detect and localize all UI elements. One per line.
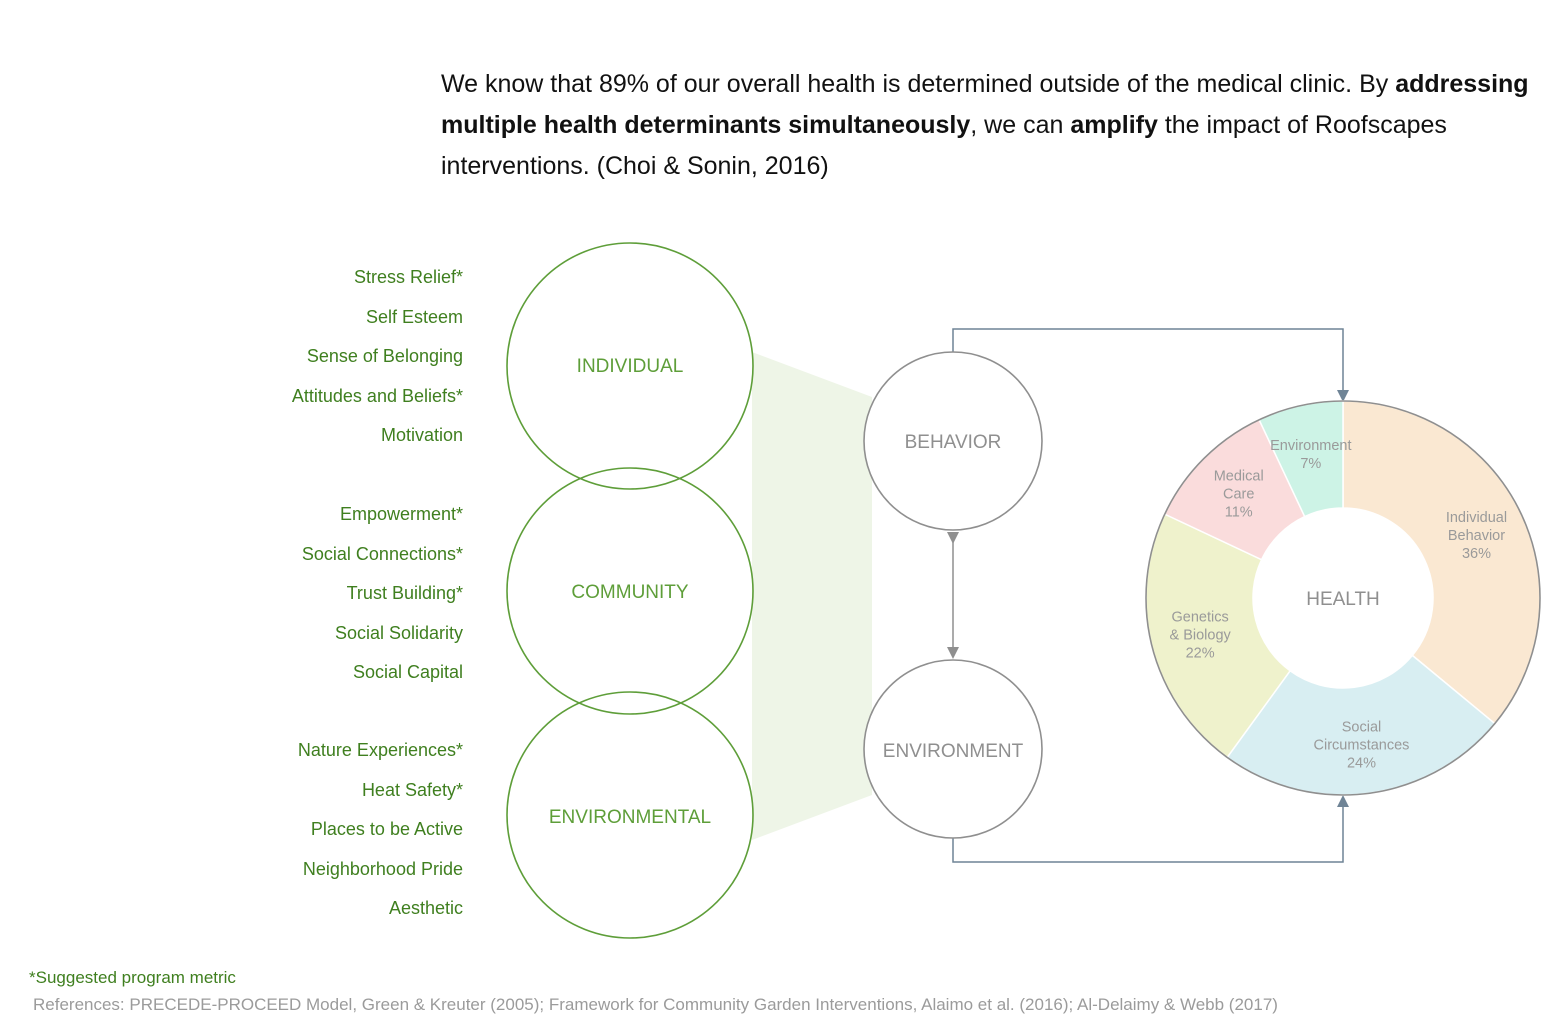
outcome-item: Neighborhood Pride xyxy=(302,858,463,879)
donut-slice-label: Environment xyxy=(1270,438,1351,454)
community-outcomes-list: Empowerment* Social Connections* Trust B… xyxy=(150,495,463,693)
donut-slice-label: Circumstances xyxy=(1314,737,1410,753)
behavior-circle xyxy=(863,351,1043,531)
individual-circle-label: INDIVIDUAL xyxy=(577,356,684,377)
outcome-item: Places to be Active xyxy=(310,819,463,839)
outcome-item: Trust Building* xyxy=(346,583,463,603)
outcome-item: Stress Relief* xyxy=(353,267,463,287)
environmental-circle xyxy=(506,691,754,939)
outcome-item: Heat Safety* xyxy=(361,779,463,800)
donut-slice-percent: 7% xyxy=(1300,456,1321,472)
outcome-item: Motivation xyxy=(380,425,463,445)
environment-circle xyxy=(863,659,1043,839)
donut-slice xyxy=(1342,400,1541,725)
outcome-item: Nature Experiences* xyxy=(297,740,463,760)
outcome-item: Aesthetic xyxy=(388,898,463,918)
donut-slice-label: Social xyxy=(1342,719,1382,735)
references: References: PRECEDE-PROCEED Model, Green… xyxy=(33,995,1278,1014)
intro-paragraph: We know that 89% of our overall health i… xyxy=(441,64,1546,187)
community-circle-label: COMMUNITY xyxy=(571,582,688,603)
behavior-to-health-connector xyxy=(952,328,1349,402)
outcome-item: Social Solidarity xyxy=(334,622,463,643)
donut-slice-percent: 24% xyxy=(1347,755,1376,771)
outcome-item: Empowerment* xyxy=(339,504,463,524)
donut-slice-label: Individual xyxy=(1446,510,1507,526)
environment-circle-label: ENVIRONMENT xyxy=(883,741,1024,762)
donut-slice-label: Behavior xyxy=(1448,528,1505,544)
outcome-item: Social Capital xyxy=(352,662,463,682)
donut-slice-percent: 11% xyxy=(1225,505,1253,521)
donut-slice-label: Genetics xyxy=(1172,610,1229,626)
outcome-item: Social Connections* xyxy=(301,543,463,564)
footnote: *Suggested program metric xyxy=(29,968,236,987)
intro-text-2: , we can xyxy=(970,111,1071,139)
community-circle xyxy=(506,467,754,715)
outcome-item: Attitudes and Beliefs* xyxy=(291,385,463,406)
environmental-outcomes-list: Nature Experiences* Heat Safety* Places … xyxy=(150,731,463,929)
donut-slice-label: Medical xyxy=(1214,469,1264,485)
donut-slice-label: & Biology xyxy=(1170,628,1232,644)
intro-bold-2: amplify xyxy=(1070,111,1158,139)
donut-center-label: HEALTH xyxy=(1306,589,1380,610)
outcome-item: Self Esteem xyxy=(365,306,463,327)
donut-outline xyxy=(1145,400,1541,796)
environment-to-health-connector xyxy=(952,795,1349,863)
environmental-circle-label: ENVIRONMENTAL xyxy=(549,807,711,828)
donut-slice-label: Care xyxy=(1223,487,1254,503)
intro-text-1: We know that 89% of our overall health i… xyxy=(441,70,1396,98)
intro-bold-1: addressing multiple health determinants … xyxy=(441,70,1529,139)
individual-circle xyxy=(506,242,754,490)
outcome-item: Sense of Belonging xyxy=(306,346,463,366)
intro-text-3: the impact of Roofscapes interventions. … xyxy=(441,111,1447,180)
behavior-circle-label: BEHAVIOR xyxy=(905,432,1002,453)
health-donut-chart: Individual Behavior 36% Social Circumstances… xyxy=(1145,400,1541,796)
donut-slice-percent: 36% xyxy=(1462,546,1491,562)
individual-outcomes-list: Stress Relief* Self Esteem Sense of Belo… xyxy=(150,258,463,456)
influence-funnel xyxy=(752,352,872,840)
donut-slice-percent: 22% xyxy=(1186,646,1215,662)
